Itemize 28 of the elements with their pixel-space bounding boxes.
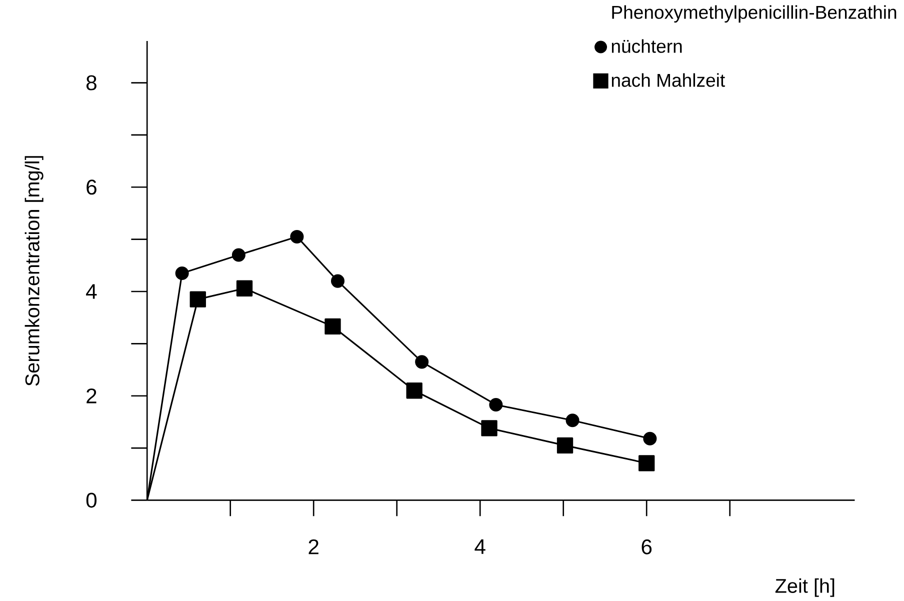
x-tick-label: 2 <box>308 539 318 554</box>
point <box>175 266 189 280</box>
x-tick-label: 6 <box>642 539 652 554</box>
legend-label: nüchtern <box>612 39 682 53</box>
point <box>643 432 657 446</box>
y-tick-label: 6 <box>86 180 96 195</box>
y-tick-label: 2 <box>86 388 96 404</box>
point <box>190 291 206 308</box>
x-axis-title: Zeit [h] <box>775 578 834 597</box>
point <box>324 318 341 334</box>
point <box>489 398 503 412</box>
x-tick-label: 4 <box>474 539 486 554</box>
point <box>566 413 580 427</box>
y-axis-title: Serumkonzentration [mg/l] <box>24 156 44 386</box>
point <box>290 230 304 244</box>
y-tick-label: 0 <box>86 492 97 508</box>
point <box>232 248 246 262</box>
point <box>481 420 498 436</box>
point <box>406 382 422 399</box>
point <box>236 280 253 296</box>
y-tick-label: 4 <box>86 284 97 299</box>
y-tick-label: 8 <box>86 75 96 90</box>
legend-title: Phenoxymethylpenicillin-Benzathin <box>612 5 896 22</box>
point <box>415 355 429 369</box>
point <box>638 454 655 472</box>
point <box>556 437 574 454</box>
point <box>330 274 344 288</box>
legend-label: nach Mahlzeit <box>612 73 725 87</box>
